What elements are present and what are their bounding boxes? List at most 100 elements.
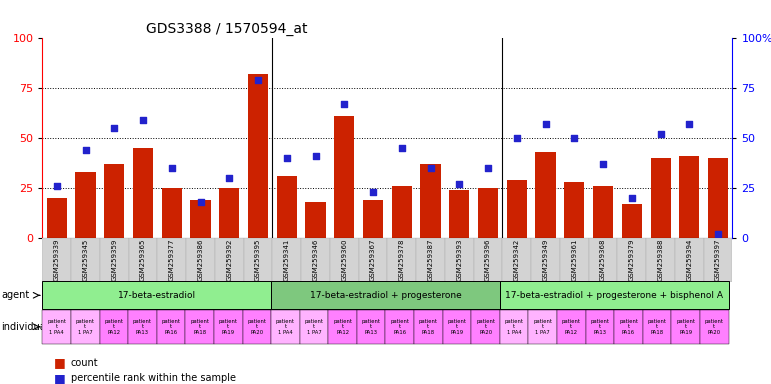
Bar bbox=[248, 74, 268, 238]
Bar bbox=[301, 238, 330, 282]
Point bbox=[424, 165, 436, 171]
Bar bbox=[359, 238, 387, 282]
Text: GSM259345: GSM259345 bbox=[82, 239, 89, 281]
Bar bbox=[536, 152, 556, 238]
Bar bbox=[473, 238, 503, 282]
Text: GSM259397: GSM259397 bbox=[715, 239, 721, 281]
Bar bbox=[157, 238, 186, 282]
Text: patient
t
1 PA7: patient t 1 PA7 bbox=[534, 319, 552, 335]
Bar bbox=[478, 188, 498, 238]
Bar bbox=[704, 238, 732, 282]
Point bbox=[597, 161, 609, 167]
Point bbox=[510, 135, 523, 141]
Text: patient
t
PA13: patient t PA13 bbox=[591, 319, 609, 335]
Bar bbox=[507, 180, 527, 238]
Text: patient
t
PA19: patient t PA19 bbox=[447, 319, 466, 335]
Point bbox=[309, 153, 322, 159]
Text: ■: ■ bbox=[54, 356, 66, 369]
Text: patient
t
1 PA4: patient t 1 PA4 bbox=[276, 319, 295, 335]
Text: patient
t
PA13: patient t PA13 bbox=[362, 319, 381, 335]
Point bbox=[568, 135, 581, 141]
Point bbox=[281, 155, 293, 161]
Bar bbox=[708, 158, 728, 238]
Point bbox=[367, 189, 379, 195]
Text: GSM259393: GSM259393 bbox=[456, 239, 463, 281]
Text: patient
t
1 PA7: patient t 1 PA7 bbox=[305, 319, 324, 335]
Point bbox=[683, 121, 695, 127]
Text: GSM259368: GSM259368 bbox=[600, 239, 606, 281]
Bar bbox=[449, 190, 470, 238]
Text: agent: agent bbox=[2, 290, 30, 300]
Bar bbox=[593, 186, 613, 238]
Bar bbox=[392, 186, 412, 238]
Text: GSM259387: GSM259387 bbox=[428, 239, 433, 281]
Point bbox=[625, 195, 638, 201]
Text: GSM259359: GSM259359 bbox=[111, 239, 117, 281]
Text: GSM259386: GSM259386 bbox=[197, 239, 204, 281]
Point bbox=[223, 175, 235, 181]
Bar bbox=[162, 188, 182, 238]
Text: GSM259346: GSM259346 bbox=[312, 239, 318, 281]
Text: GSM259378: GSM259378 bbox=[399, 239, 405, 281]
Text: GSM259394: GSM259394 bbox=[686, 239, 692, 281]
Point bbox=[137, 117, 150, 123]
Text: GSM259392: GSM259392 bbox=[227, 239, 232, 281]
Text: GSM259349: GSM259349 bbox=[543, 239, 548, 281]
Bar bbox=[363, 200, 383, 238]
Text: GSM259342: GSM259342 bbox=[513, 239, 520, 281]
Bar bbox=[679, 156, 699, 238]
Bar bbox=[531, 238, 560, 282]
Text: patient
t
1 PA7: patient t 1 PA7 bbox=[76, 319, 95, 335]
Bar bbox=[416, 238, 445, 282]
Text: GSM259395: GSM259395 bbox=[255, 239, 261, 281]
Bar bbox=[129, 238, 157, 282]
Text: patient
t
PA20: patient t PA20 bbox=[247, 319, 266, 335]
Text: patient
t
1 PA4: patient t 1 PA4 bbox=[47, 319, 66, 335]
Text: GSM259388: GSM259388 bbox=[658, 239, 664, 281]
Text: GSM259367: GSM259367 bbox=[370, 239, 376, 281]
Point bbox=[712, 231, 724, 237]
Bar bbox=[133, 148, 153, 238]
Bar bbox=[104, 164, 124, 238]
Bar bbox=[219, 188, 239, 238]
Bar bbox=[215, 238, 244, 282]
Point bbox=[79, 147, 92, 153]
Bar bbox=[646, 238, 675, 282]
Text: percentile rank within the sample: percentile rank within the sample bbox=[71, 373, 236, 383]
Bar bbox=[330, 238, 359, 282]
Text: patient
t
PA19: patient t PA19 bbox=[676, 319, 695, 335]
Bar bbox=[589, 238, 618, 282]
Bar bbox=[186, 238, 215, 282]
Bar bbox=[76, 172, 96, 238]
Bar bbox=[560, 238, 589, 282]
Bar bbox=[190, 200, 210, 238]
Point bbox=[655, 131, 667, 137]
Text: patient
t
PA19: patient t PA19 bbox=[219, 319, 237, 335]
Point bbox=[51, 183, 63, 189]
Text: GSM259365: GSM259365 bbox=[140, 239, 146, 281]
Text: GSM259360: GSM259360 bbox=[342, 239, 347, 281]
Bar bbox=[445, 238, 473, 282]
Point bbox=[453, 181, 466, 187]
Point bbox=[252, 77, 264, 83]
Text: patient
t
PA18: patient t PA18 bbox=[419, 319, 438, 335]
Bar bbox=[305, 202, 325, 238]
Point bbox=[194, 199, 207, 205]
Bar bbox=[387, 238, 416, 282]
Text: 17-beta-estradiol + progesterone + bisphenol A: 17-beta-estradiol + progesterone + bisph… bbox=[505, 291, 723, 300]
Point bbox=[482, 165, 494, 171]
Text: GDS3388 / 1570594_at: GDS3388 / 1570594_at bbox=[146, 22, 308, 36]
Point bbox=[108, 125, 120, 131]
Text: patient
t
PA12: patient t PA12 bbox=[562, 319, 581, 335]
Text: GSM259396: GSM259396 bbox=[485, 239, 491, 281]
Bar bbox=[335, 116, 355, 238]
Text: patient
t
PA16: patient t PA16 bbox=[162, 319, 180, 335]
Text: GSM259361: GSM259361 bbox=[571, 239, 577, 281]
Text: patient
t
PA13: patient t PA13 bbox=[133, 319, 152, 335]
Text: patient
t
PA12: patient t PA12 bbox=[333, 319, 352, 335]
Bar bbox=[100, 238, 129, 282]
Text: 17-beta-estradiol + progesterone: 17-beta-estradiol + progesterone bbox=[310, 291, 461, 300]
Bar bbox=[42, 238, 71, 282]
Point bbox=[396, 145, 408, 151]
Bar bbox=[420, 164, 440, 238]
